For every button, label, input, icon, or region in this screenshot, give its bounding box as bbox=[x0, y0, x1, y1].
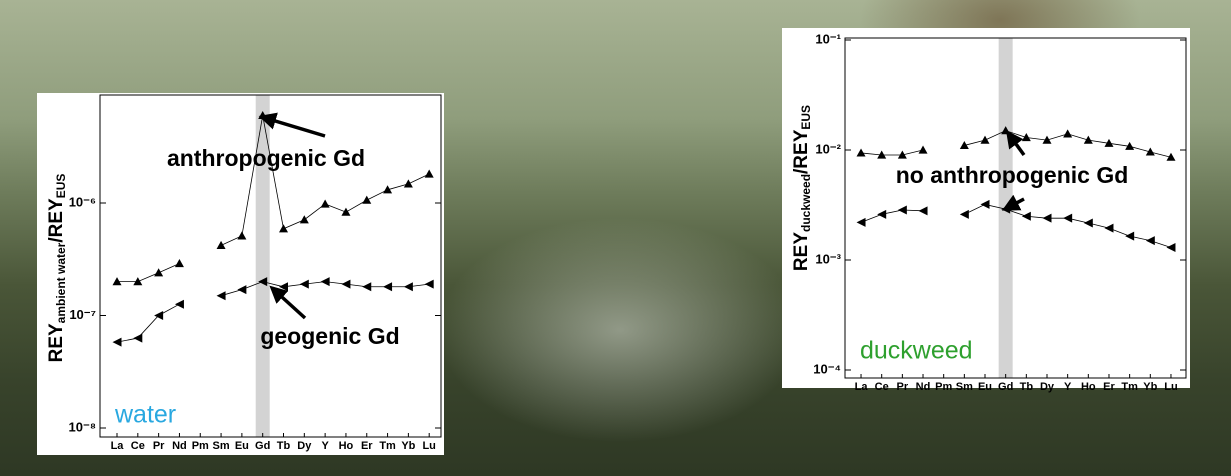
x-tick-label: Sm bbox=[213, 440, 230, 452]
x-tick-label: Gd bbox=[255, 440, 270, 452]
x-tick-label: Ce bbox=[131, 440, 145, 452]
y-tick-label: 10⁻⁸ bbox=[69, 419, 96, 434]
x-tick-label: Lu bbox=[1164, 381, 1177, 393]
x-tick-label: Eu bbox=[235, 440, 249, 452]
annotation: anthropogenic Gd bbox=[167, 145, 365, 171]
x-tick-label: Ce bbox=[875, 381, 889, 393]
x-tick-label: Sm bbox=[956, 381, 973, 393]
y-tick-label: 10⁻⁴ bbox=[813, 361, 841, 376]
charts: 10⁻⁸ 10⁻⁷ 10⁻⁶ La Ce Pr Nd Pm Sm Eu Gd Tb Dy Y Ho Er Tm Y… bbox=[0, 0, 1231, 476]
annotation: geogenic Gd bbox=[260, 323, 399, 349]
x-tick-label: Pr bbox=[153, 440, 165, 452]
x-tick-label: Dy bbox=[1040, 381, 1055, 393]
x-tick-label: Ho bbox=[1081, 381, 1096, 393]
y-tick-label: 10⁻¹ bbox=[815, 31, 841, 46]
y-axis-label-subscript: ambient water bbox=[54, 242, 68, 323]
y-axis-label-subscript: duckweed bbox=[799, 174, 813, 232]
x-tick-label: Nd bbox=[916, 381, 931, 393]
x-tick-label: Pm bbox=[935, 381, 952, 393]
annotation: no anthropogenic Gd bbox=[896, 162, 1129, 188]
x-tick-label: Tb bbox=[1020, 381, 1034, 393]
x-tick-label: La bbox=[855, 381, 869, 393]
x-tick-label: Eu bbox=[978, 381, 992, 393]
y-tick-label: 10⁻⁷ bbox=[69, 307, 96, 322]
x-tick-label: Yb bbox=[1143, 381, 1157, 393]
page: 10⁻⁸ 10⁻⁷ 10⁻⁶ La Ce Pr Nd Pm Sm Eu Gd Tb Dy Y Ho Er Tm Y… bbox=[0, 0, 1231, 476]
x-tick-label: Er bbox=[1103, 381, 1115, 393]
x-tick-label: Tb bbox=[277, 440, 291, 452]
x-tick-label: Nd bbox=[172, 440, 187, 452]
x-tick-label: La bbox=[111, 440, 125, 452]
x-tick-label: Yb bbox=[401, 440, 415, 452]
y-axis-label-part: /REY bbox=[791, 129, 812, 174]
y-tick-label: 10⁻⁶ bbox=[69, 194, 96, 209]
x-tick-label: Ho bbox=[339, 440, 354, 452]
y-axis-label-part: REY bbox=[791, 232, 812, 271]
x-tick-label: Dy bbox=[297, 440, 312, 452]
chart-panel bbox=[782, 28, 1190, 388]
y-tick-label: 10⁻³ bbox=[815, 251, 841, 266]
x-tick-label: Y bbox=[321, 440, 329, 452]
x-tick-label: Tm bbox=[379, 440, 396, 452]
x-tick-label: Pm bbox=[192, 440, 209, 452]
panel-label: duckweed bbox=[860, 337, 973, 365]
x-tick-label: Y bbox=[1064, 381, 1072, 393]
x-tick-label: Gd bbox=[998, 381, 1013, 393]
y-axis-label-part: REY bbox=[46, 323, 67, 362]
y-tick-label: 10⁻² bbox=[815, 141, 841, 156]
panel-label: water bbox=[114, 401, 176, 429]
y-axis-label-subscript: EUS bbox=[54, 174, 68, 199]
y-axis-label-part: /REY bbox=[46, 198, 67, 243]
x-tick-label: Pr bbox=[897, 381, 909, 393]
x-tick-label: Lu bbox=[422, 440, 435, 452]
x-tick-label: Er bbox=[361, 440, 373, 452]
y-axis-label-subscript: EUS bbox=[799, 105, 813, 130]
x-tick-label: Tm bbox=[1121, 381, 1138, 393]
